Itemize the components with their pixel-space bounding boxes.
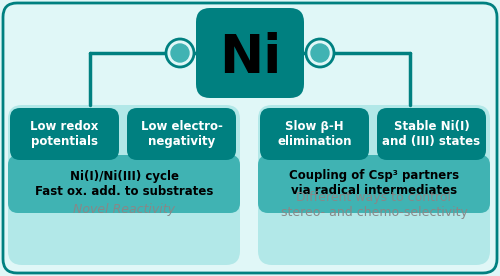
Circle shape [306, 39, 334, 67]
Text: Slow β-H
elimination: Slow β-H elimination [277, 120, 352, 148]
Text: Novel Reactivity: Novel Reactivity [73, 203, 175, 216]
Text: Low redox
potentials: Low redox potentials [30, 120, 98, 148]
Circle shape [171, 44, 189, 62]
FancyBboxPatch shape [260, 108, 369, 160]
FancyBboxPatch shape [258, 155, 490, 213]
FancyBboxPatch shape [8, 155, 240, 213]
Text: via radical intermediates: via radical intermediates [291, 184, 457, 197]
Text: Stable Ni(I)
and (III) states: Stable Ni(I) and (III) states [382, 120, 480, 148]
Circle shape [166, 39, 194, 67]
Text: Coupling of Csp³ partners: Coupling of Csp³ partners [289, 169, 459, 182]
FancyBboxPatch shape [127, 108, 236, 160]
Text: Low electro-
negativity: Low electro- negativity [140, 120, 222, 148]
Text: Different ways to control
stereo- and chemo-selectivity: Different ways to control stereo- and ch… [280, 191, 468, 219]
Circle shape [311, 44, 329, 62]
FancyBboxPatch shape [258, 105, 490, 265]
FancyBboxPatch shape [8, 105, 240, 265]
FancyBboxPatch shape [10, 108, 119, 160]
FancyBboxPatch shape [377, 108, 486, 160]
Text: Ni(I)/Ni(III) cycle
Fast ox. add. to substrates: Ni(I)/Ni(III) cycle Fast ox. add. to sub… [35, 170, 213, 198]
FancyBboxPatch shape [196, 8, 304, 98]
Text: Ni: Ni [219, 32, 281, 84]
